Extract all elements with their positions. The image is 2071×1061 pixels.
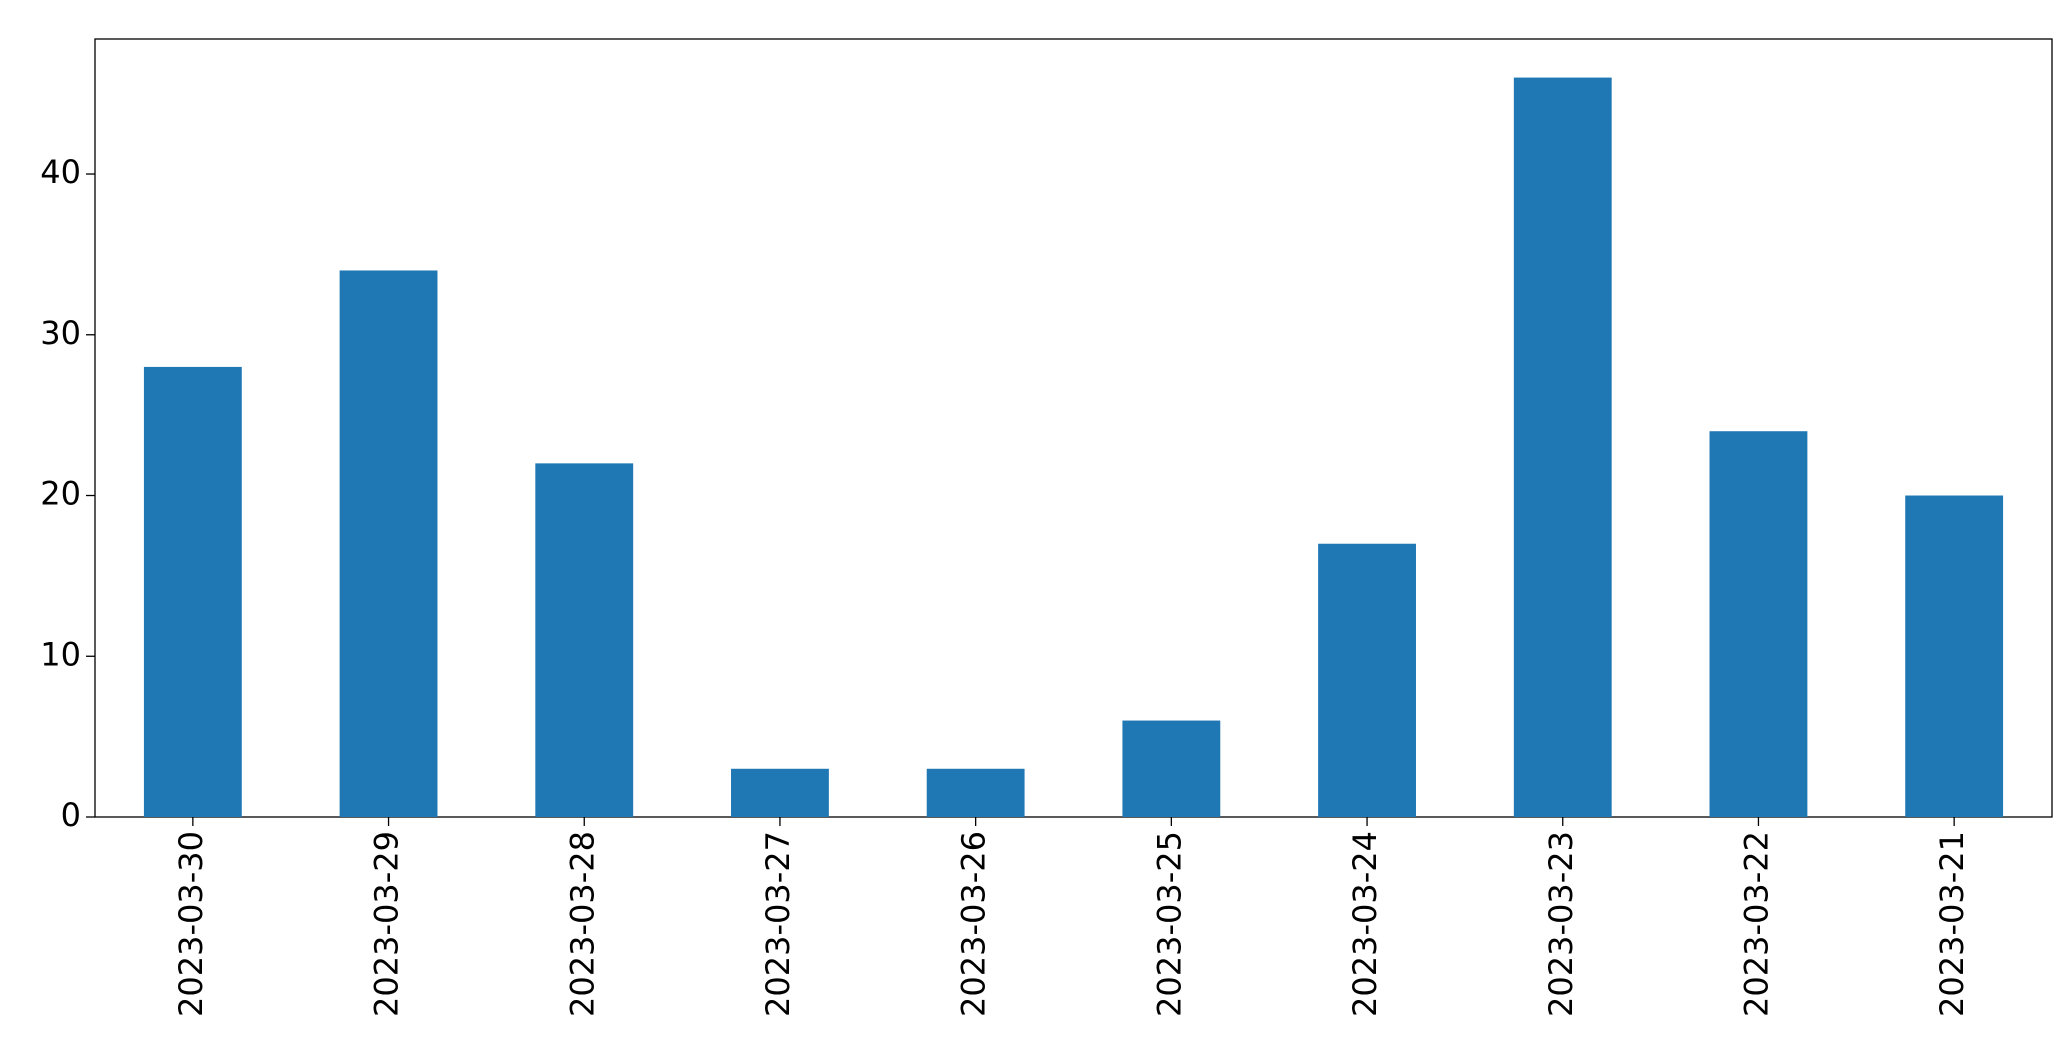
x-tick-label: 2023-03-24: [1346, 831, 1384, 1017]
y-tick-label: 0: [61, 796, 81, 834]
bar: [1318, 543, 1416, 817]
bar: [535, 463, 634, 817]
x-tick-label: 2023-03-28: [563, 831, 601, 1017]
bar: [1905, 495, 2004, 817]
x-tick-label: 2023-03-21: [1933, 831, 1971, 1017]
y-tick-label: 40: [40, 153, 81, 191]
x-tick-label: 2023-03-26: [955, 831, 993, 1017]
x-tick-label: 2023-03-25: [1150, 831, 1188, 1017]
x-tick-label: 2023-03-22: [1737, 831, 1775, 1017]
x-tick-label: 2023-03-27: [759, 831, 797, 1017]
bar: [339, 270, 438, 817]
bar: [1709, 431, 1808, 817]
y-tick-label: 30: [40, 314, 81, 352]
x-tick-label: 2023-03-23: [1542, 831, 1580, 1017]
plot-frame: [94, 38, 2053, 818]
bar: [731, 768, 829, 817]
bar: [926, 768, 1025, 817]
bar: [1122, 720, 1221, 817]
bar: [143, 366, 242, 817]
bar: [1513, 77, 1612, 818]
y-tick-label: 20: [40, 475, 81, 513]
x-tick-label: 2023-03-29: [368, 831, 406, 1017]
x-tick-label: 2023-03-30: [172, 831, 210, 1017]
y-tick-label: 10: [40, 635, 81, 673]
